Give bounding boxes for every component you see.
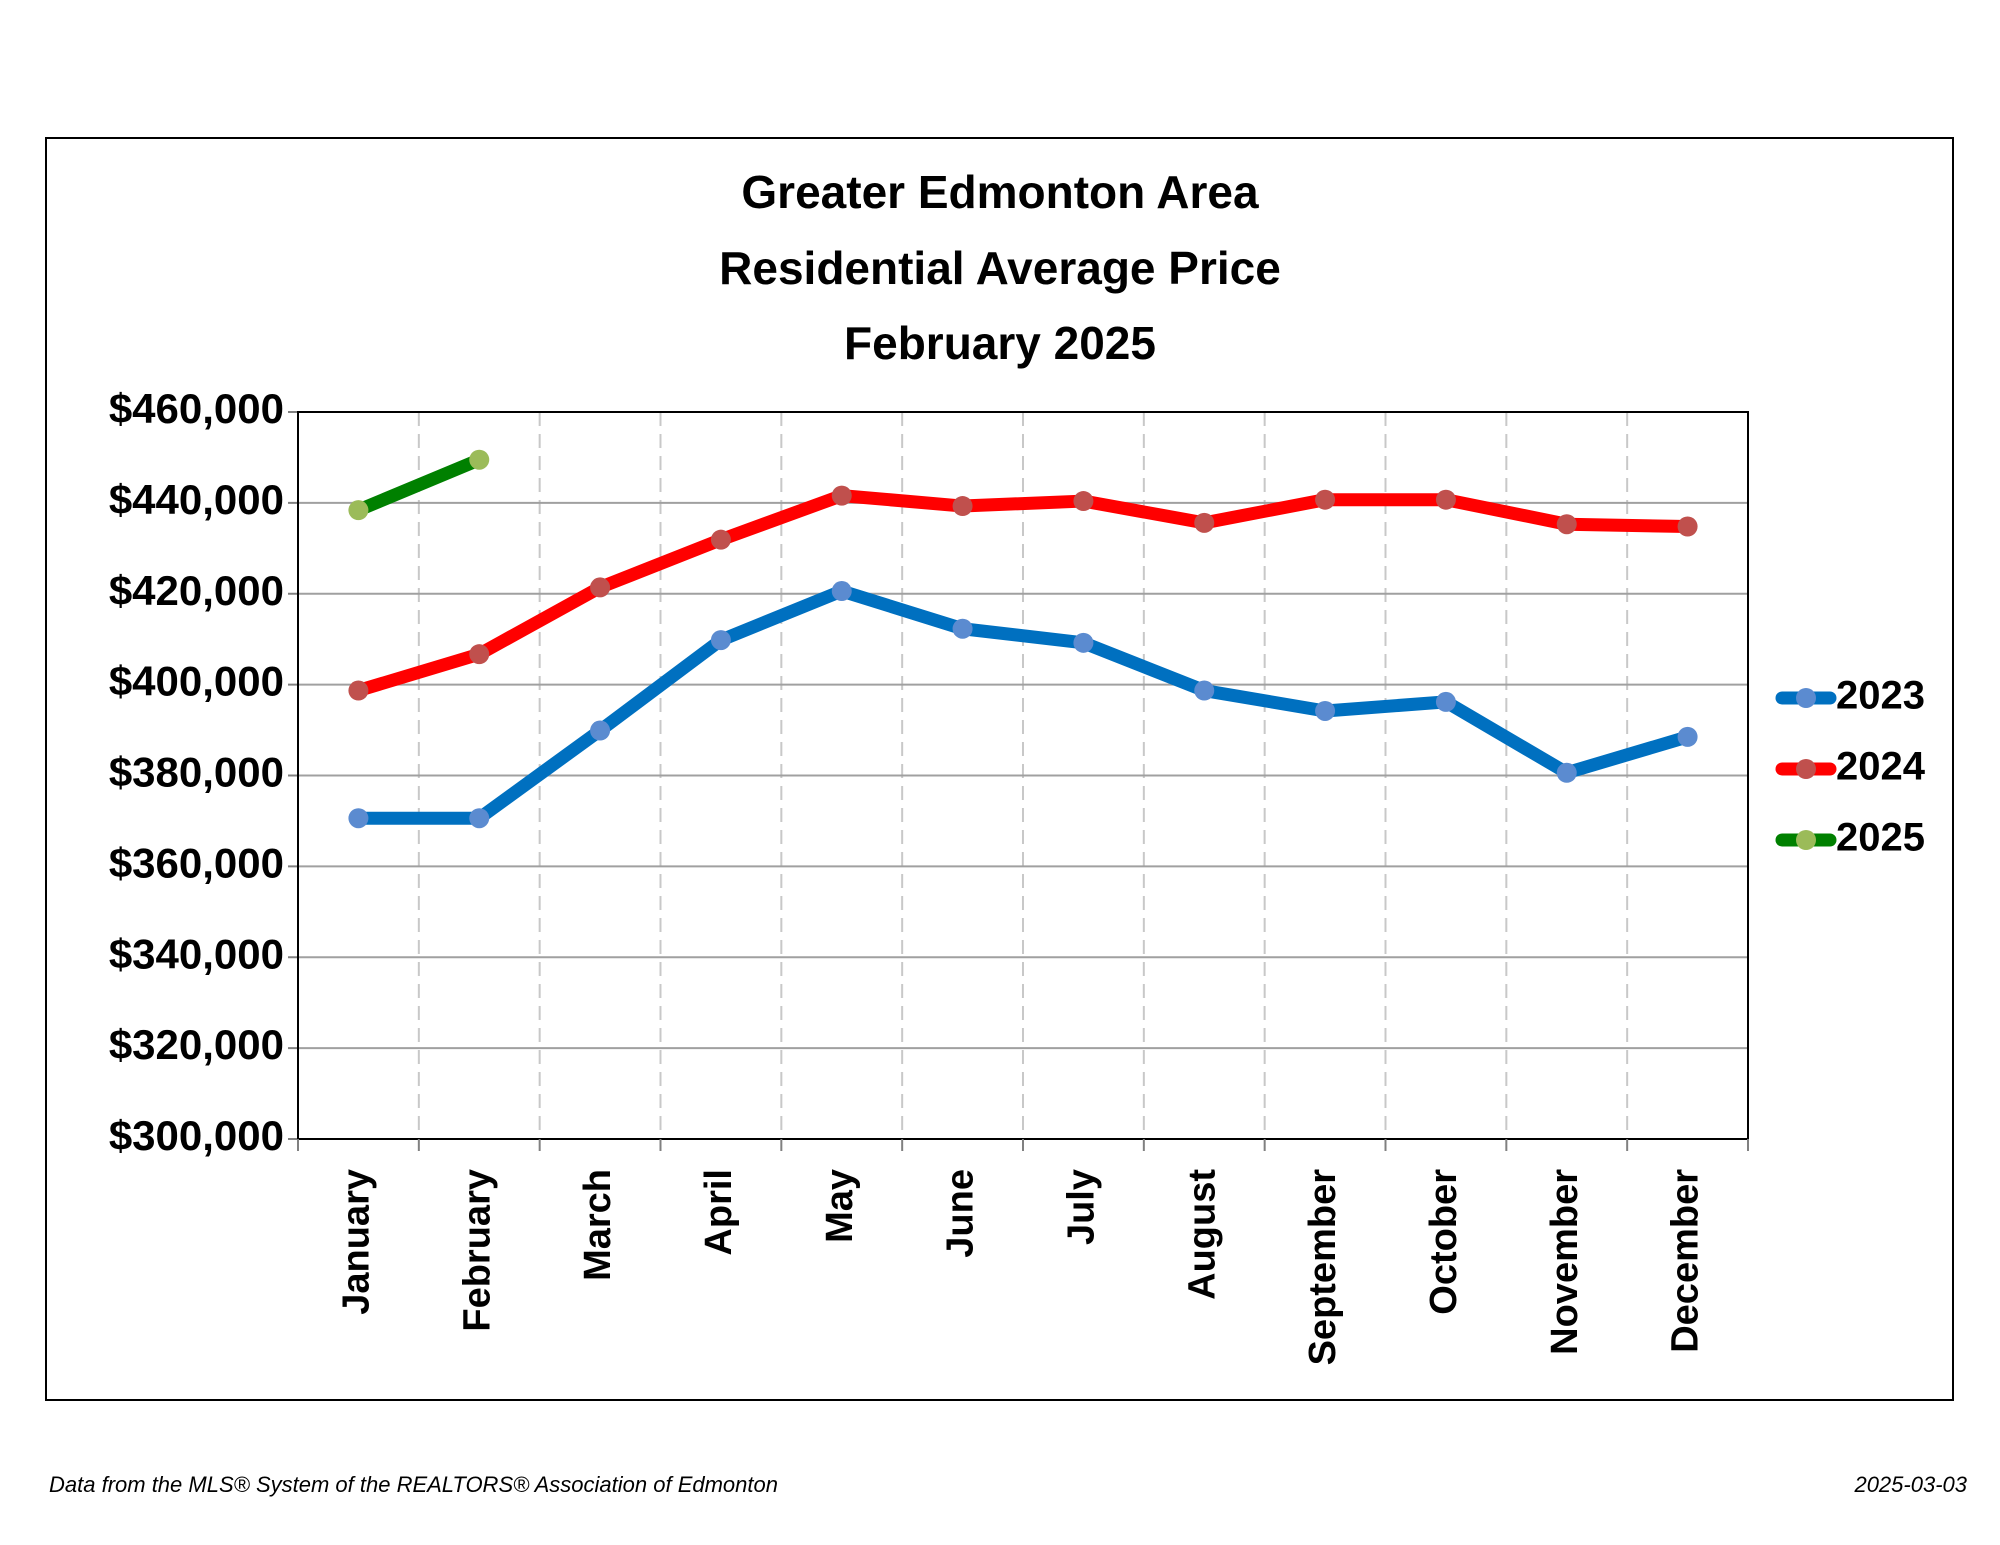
point (1556, 762, 1577, 783)
point (831, 581, 852, 602)
x-tick-label: February (456, 1169, 498, 1332)
point (348, 680, 369, 701)
x-tick-label: March (577, 1169, 619, 1281)
source-note: Data from the MLS® System of the REALTOR… (49, 1472, 778, 1497)
x-tick-label: September (1302, 1169, 1344, 1366)
chart-title: February 2025 (844, 317, 1156, 369)
series-line (351, 489, 1695, 698)
point (1556, 514, 1577, 535)
x-tick-label: November (1544, 1169, 1586, 1355)
legend-marker (1796, 688, 1816, 708)
y-tick-label: $420,000 (109, 567, 284, 614)
y-tick-label: $320,000 (109, 1021, 284, 1068)
point (831, 485, 852, 506)
point (1194, 512, 1215, 533)
point (348, 500, 369, 521)
point (348, 808, 369, 829)
x-tick-label: June (940, 1169, 982, 1258)
point (1435, 691, 1456, 712)
point (1435, 489, 1456, 510)
y-tick-label: $460,000 (109, 385, 284, 432)
point (710, 630, 731, 651)
y-tick-label: $340,000 (109, 930, 284, 977)
series-line (351, 453, 486, 517)
point (469, 808, 490, 829)
point (590, 720, 611, 741)
x-tick-label: January (335, 1169, 377, 1315)
y-tick-label: $380,000 (109, 749, 284, 796)
legend-label: 2024 (1836, 745, 1926, 789)
legend-label: 2025 (1836, 816, 1925, 860)
point (1073, 491, 1094, 512)
legend-marker (1796, 759, 1816, 779)
y-tick-label: $440,000 (109, 476, 284, 523)
x-tick-label: July (1060, 1169, 1102, 1245)
legend-marker (1796, 830, 1816, 850)
point (1315, 700, 1336, 721)
chart-title: Greater Edmonton Area (741, 166, 1259, 218)
y-tick-label: $360,000 (109, 839, 284, 886)
x-tick-label: April (698, 1169, 740, 1256)
chart-frame (45, 137, 1954, 1401)
point (710, 529, 731, 550)
point (469, 449, 490, 470)
point (1677, 726, 1698, 747)
series-line (351, 584, 1695, 825)
x-tick-label: May (819, 1169, 861, 1243)
point (1315, 489, 1336, 510)
point (1073, 632, 1094, 653)
y-tick-label: $400,000 (109, 658, 284, 705)
x-tick-label: December (1665, 1169, 1707, 1353)
y-tick-label: $300,000 (109, 1112, 284, 1159)
x-tick-label: August (1181, 1169, 1223, 1300)
date-note: 2025-03-03 (1853, 1472, 1967, 1497)
point (469, 644, 490, 665)
x-tick-label: October (1423, 1169, 1465, 1315)
point (1677, 516, 1698, 537)
point (952, 618, 973, 639)
point (590, 577, 611, 598)
legend-label: 2023 (1836, 674, 1925, 718)
point (952, 496, 973, 517)
point (1194, 680, 1215, 701)
chart-title: Residential Average Price (719, 242, 1281, 294)
